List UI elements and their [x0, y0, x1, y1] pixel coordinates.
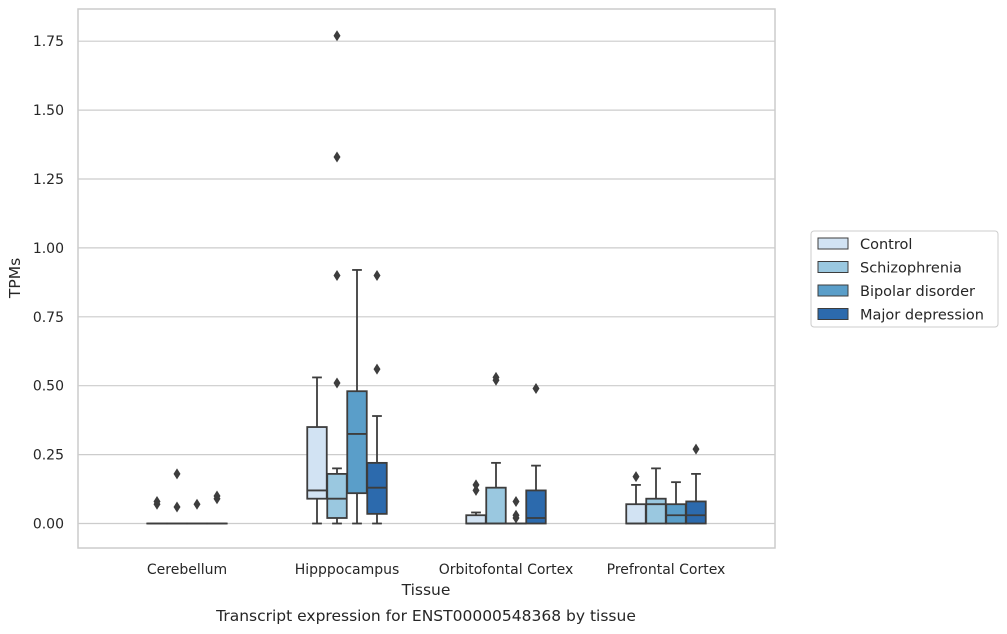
outlier-point: [632, 471, 640, 483]
legend-label: Major depression: [860, 308, 984, 324]
y-tick-label: 0.25: [33, 448, 64, 464]
box-schizophrenia: [645, 467, 667, 525]
legend-frame: [810, 230, 999, 328]
box-bipolar-disorder: [346, 269, 368, 525]
legend: Control Schizophrenia Bipolar disorder Majo…: [810, 230, 999, 328]
outlier-point: [492, 371, 500, 383]
outlier-point: [333, 151, 341, 163]
outlier-point: [472, 479, 480, 491]
box-bipolar-disorder: [186, 498, 208, 525]
outlier-point: [512, 509, 520, 521]
box-body: [306, 426, 328, 500]
box-body: [665, 503, 687, 525]
legend-swatch: [817, 261, 849, 273]
y-tick-label: 0.00: [33, 517, 64, 533]
y-tick-label: 1.00: [33, 241, 64, 257]
outlier-point: [373, 269, 381, 281]
y-tick-label: 0.75: [33, 310, 64, 326]
box-major-depression: [206, 490, 228, 525]
outlier-point: [153, 495, 161, 507]
box-body: [685, 500, 707, 525]
box-major-depression: [525, 382, 547, 525]
outlier-point: [532, 382, 540, 394]
box-control: [306, 376, 328, 525]
y-tick-label: 1.50: [33, 103, 64, 119]
x-axis-ticks: Cerebellum Hipppocampus Orbitofontal Corte…: [147, 562, 725, 578]
box-control: [146, 495, 168, 525]
outlier-point: [333, 30, 341, 42]
y-axis-ticks: 0.00 0.25 0.50 0.75 1.00 1.25 1.50 1.75: [33, 34, 64, 532]
box-body: [326, 472, 348, 519]
box-control: [625, 471, 647, 525]
y-tick-label: 1.25: [33, 172, 64, 188]
box-bipolar-disorder: [665, 481, 687, 525]
plot-frame: [77, 8, 776, 549]
box-schizophrenia: [485, 371, 507, 525]
legend-swatch: [817, 284, 849, 297]
outlier-point: [333, 269, 341, 281]
chart-caption: Transcript expression for ENST0000054836…: [215, 607, 636, 625]
outlier-point: [373, 363, 381, 375]
box-body: [465, 514, 487, 525]
legend-swatch: [817, 237, 849, 250]
legend-label: Bipolar disorder: [860, 284, 975, 300]
legend-label: Control: [860, 237, 912, 253]
box-schizophrenia: [326, 30, 348, 525]
outlier-point: [173, 501, 181, 513]
outlier-point: [333, 377, 341, 389]
box-bipolar-disorder: [505, 495, 527, 525]
box-plot-marks: [146, 30, 707, 525]
x-axis-title: Tissue: [401, 581, 451, 599]
outlier-point: [213, 490, 221, 502]
outlier-point: [472, 484, 480, 496]
box-control: [465, 479, 487, 525]
outlier-point: [193, 498, 201, 510]
box-major-depression: [366, 269, 388, 525]
x-tick-label: Orbitofontal Cortex: [439, 562, 574, 578]
box-body: [645, 497, 667, 525]
y-tick-label: 0.50: [33, 379, 64, 395]
x-tick-label: Prefrontal Cortex: [607, 562, 726, 578]
y-tick-label: 1.75: [33, 34, 64, 50]
box-body: [625, 503, 647, 525]
box-body: [485, 486, 507, 525]
box-body: [525, 489, 547, 525]
legend-label: Schizophrenia: [860, 261, 962, 277]
x-tick-label: Hipppocampus: [295, 562, 400, 578]
outlier-point: [512, 495, 520, 507]
box-schizophrenia: [166, 468, 188, 525]
y-axis-title: TPMs: [6, 258, 24, 299]
x-tick-label: Cerebellum: [147, 562, 227, 578]
box-body: [346, 390, 368, 495]
outlier-point: [692, 443, 700, 455]
gridlines: [78, 40, 775, 525]
legend-swatch: [817, 308, 849, 320]
box-major-depression: [685, 443, 707, 525]
outlier-point: [173, 468, 181, 480]
